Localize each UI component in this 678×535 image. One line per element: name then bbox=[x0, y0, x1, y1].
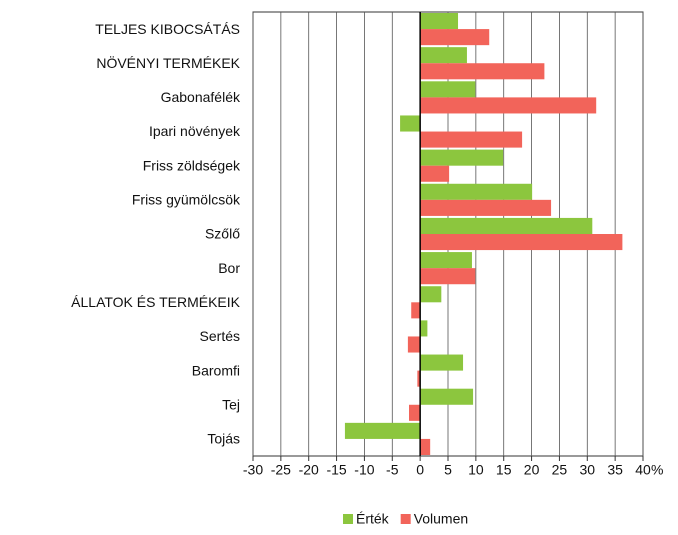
bar bbox=[400, 115, 421, 132]
x-unit: % bbox=[651, 462, 663, 478]
y-tick-label: ÁLLATOK ÉS TERMÉKEIK bbox=[71, 294, 241, 310]
bar bbox=[407, 336, 421, 353]
bar bbox=[420, 252, 472, 269]
x-tick-label: 0 bbox=[416, 462, 424, 478]
y-tick-label: Sertés bbox=[200, 328, 240, 344]
x-tick-label: 30 bbox=[579, 462, 595, 478]
bar bbox=[420, 320, 428, 337]
bar bbox=[417, 370, 421, 387]
bar bbox=[420, 388, 474, 405]
bar bbox=[420, 354, 464, 371]
y-tick-label: Friss zöldségek bbox=[143, 157, 241, 173]
legend-label: Volumen bbox=[414, 511, 468, 527]
bar bbox=[420, 47, 467, 64]
y-tick-label: Ipari növények bbox=[149, 123, 241, 139]
bar bbox=[420, 13, 459, 30]
legend-swatch bbox=[400, 514, 411, 524]
x-tick-label: 35 bbox=[607, 462, 623, 478]
x-tick-label: -10 bbox=[354, 462, 374, 478]
y-tick-label: TELJES KIBOCSÁTÁS bbox=[95, 21, 240, 37]
y-tick-label: Baromfi bbox=[192, 362, 240, 378]
y-tick-label: Gabonafélék bbox=[161, 89, 241, 105]
bar bbox=[420, 97, 597, 114]
bar bbox=[420, 438, 431, 455]
bar bbox=[420, 131, 523, 148]
x-tick-label: -15 bbox=[326, 462, 346, 478]
x-tick-label: 15 bbox=[496, 462, 512, 478]
bar bbox=[344, 422, 421, 439]
y-tick-label: Tej bbox=[222, 396, 240, 412]
x-tick-label: 25 bbox=[552, 462, 568, 478]
legend-swatch bbox=[343, 514, 353, 524]
bar bbox=[411, 302, 421, 319]
x-tick-label: -25 bbox=[271, 462, 291, 478]
bar bbox=[420, 81, 476, 98]
x-tick-label: 10 bbox=[468, 462, 484, 478]
bar bbox=[420, 29, 490, 46]
x-tick-label: -5 bbox=[386, 462, 399, 478]
x-tick-label: -20 bbox=[299, 462, 319, 478]
legend-label: Érték bbox=[356, 511, 390, 527]
y-tick-label: Friss gyümölcsök bbox=[132, 192, 241, 208]
y-tick-label: Tojás bbox=[207, 431, 240, 447]
bar bbox=[420, 286, 442, 303]
x-tick-label: -30 bbox=[243, 462, 263, 478]
y-tick-label: Bor bbox=[218, 260, 240, 276]
bar bbox=[420, 149, 504, 166]
bar bbox=[420, 234, 623, 251]
y-tick-label: Szőlő bbox=[205, 226, 240, 242]
bar bbox=[420, 165, 450, 182]
x-tick-label: 20 bbox=[524, 462, 540, 478]
x-tick-label: 5 bbox=[444, 462, 452, 478]
bar bbox=[420, 199, 552, 216]
y-tick-label: NÖVÉNYI TERMÉKEK bbox=[96, 54, 240, 71]
x-tick-label: 40 bbox=[635, 462, 651, 478]
bar bbox=[420, 63, 545, 80]
bar bbox=[420, 268, 476, 285]
bar bbox=[409, 404, 421, 421]
bar bbox=[420, 183, 533, 200]
bar bbox=[420, 217, 593, 234]
